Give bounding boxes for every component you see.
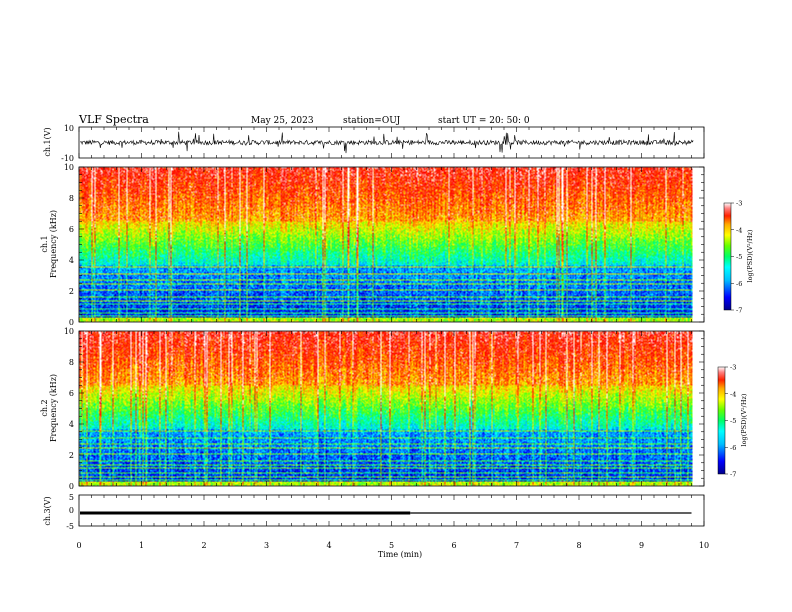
time-tick-label: 2 <box>201 541 206 550</box>
ch1-channel-label: ch.1 <box>40 235 49 252</box>
frequency-tick-label: 6 <box>69 225 74 234</box>
ch1-frequency-ylabel: Frequency (kHz) <box>49 210 58 278</box>
time-tick-label: 3 <box>264 541 269 550</box>
time-tick-label: 6 <box>451 541 456 550</box>
colorbar-tick-label: -4 <box>736 226 742 234</box>
time-tick-label: 8 <box>576 541 581 550</box>
time-tick-label: 1 <box>139 541 144 550</box>
figure-title: VLF Spectra <box>78 113 149 126</box>
frequency-tick-label: 4 <box>69 256 74 265</box>
ch2-colorbar <box>717 366 726 475</box>
date-label: May 25, 2023 <box>251 116 314 126</box>
ch2-colorbar-label: log(PSD)(V²/Hz) <box>740 393 748 446</box>
time-tick-label: 7 <box>514 541 519 550</box>
ch2-colorbar-ticks: -3 -4 -5 -6 -7 <box>725 364 736 479</box>
ch2-channel-label: ch.2 <box>40 399 49 416</box>
colorbar-tick-label: -5 <box>730 417 736 425</box>
ch2-spectrogram-ticks <box>78 330 705 487</box>
ch1-spectrogram-image <box>79 167 693 322</box>
ch1-waveform-xticks <box>78 127 705 158</box>
ch1-colorbar <box>723 202 732 311</box>
ch3-waveform-xticks <box>78 495 705 526</box>
start-time-label: start UT = 20: 50: 0 <box>438 116 530 126</box>
time-tick-label: 5 <box>389 541 394 550</box>
time-tick-label: 9 <box>639 541 644 550</box>
ch3-waveform-ylabel: ch.3(V) <box>43 496 52 525</box>
colorbar-tick-label: -6 <box>730 444 736 452</box>
time-axis-ticklabels: 0 1 2 3 4 5 6 7 8 9 10 <box>76 541 709 550</box>
colorbar-tick-label: -4 <box>730 390 736 398</box>
time-tick-label: 0 <box>76 541 81 550</box>
ch1-colorbar-ticks: -3 -4 -5 -6 -7 <box>731 200 742 315</box>
colorbar-tick-label: -5 <box>736 253 742 261</box>
ch1-waveform-trace <box>79 131 694 154</box>
frequency-tick-label: 4 <box>69 420 74 429</box>
frequency-tick-label: 10 <box>64 327 74 336</box>
colorbar-tick-label: -7 <box>736 307 742 315</box>
frequency-tick-label: 8 <box>69 358 74 367</box>
time-tick-label: 4 <box>326 541 331 550</box>
ch1-ytick-bottom: -10 <box>61 154 74 163</box>
ch1-colorbar-label: log(PSD)(V²/Hz) <box>746 229 754 282</box>
ch1-waveform-ylabel: ch.1(V) <box>43 127 52 156</box>
ch2-frequency-ticklabels: 0 2 4 6 8 10 <box>64 327 74 491</box>
colorbar-tick-label: -6 <box>736 280 742 288</box>
ch2-spectrogram-image <box>79 331 693 486</box>
ch2-frequency-ylabel: Frequency (kHz) <box>49 374 58 442</box>
ch1-ytick-top: 10 <box>64 124 74 133</box>
frequency-tick-label: 0 <box>69 482 74 491</box>
ch3-ytick-bottom: -5 <box>66 522 74 531</box>
ch3-waveform-panel: 5 0 -5 ch.3(V) <box>43 493 705 531</box>
frequency-tick-label: 0 <box>69 318 74 327</box>
frequency-tick-label: 6 <box>69 389 74 398</box>
frequency-tick-label: 8 <box>69 194 74 203</box>
colorbar-tick-label: -7 <box>730 471 736 479</box>
time-tick-label: 10 <box>699 541 709 550</box>
colorbar-tick-label: -3 <box>736 200 742 208</box>
ch3-ytick-mid: 0 <box>69 506 74 515</box>
station-label: station=OUJ <box>343 116 401 126</box>
ch1-waveform-panel: 10 -10 ch.1(V) <box>43 124 705 163</box>
ch3-ytick-top: 5 <box>69 493 74 502</box>
ch1-frequency-ticklabels: 0 2 4 6 8 10 <box>64 163 74 327</box>
frequency-tick-label: 2 <box>69 287 74 296</box>
frequency-tick-label: 10 <box>64 163 74 172</box>
frequency-tick-label: 2 <box>69 451 74 460</box>
time-axis-label: Time (min) <box>378 550 422 559</box>
ch1-spectrogram-ticks <box>78 166 705 323</box>
colorbar-tick-label: -3 <box>730 364 736 372</box>
